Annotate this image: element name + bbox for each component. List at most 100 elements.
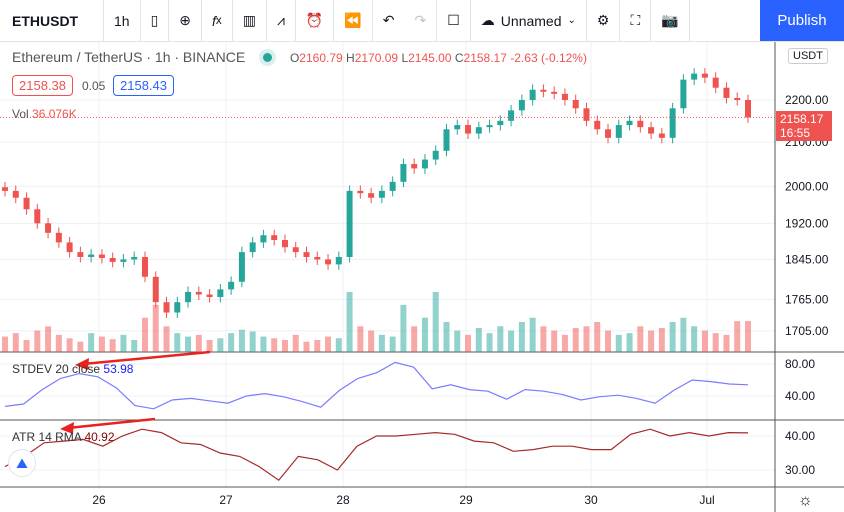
volume-bar — [669, 322, 676, 352]
undo-icon[interactable]: ↶ — [382, 12, 395, 28]
volume-bar — [77, 341, 84, 352]
candle — [561, 93, 568, 100]
publish-button[interactable]: Publish — [760, 0, 844, 41]
candle — [368, 193, 375, 198]
redo-icon[interactable]: ↷ — [405, 0, 438, 41]
price-tick: 1845.00 — [785, 252, 829, 266]
volume-bar — [615, 334, 622, 352]
candle — [648, 127, 655, 134]
tradingview-logo[interactable]: ⛰ — [8, 449, 36, 477]
candle — [55, 232, 62, 243]
spread: 0.05 — [82, 79, 106, 93]
volume-bar — [98, 336, 105, 352]
volume-bar — [55, 334, 62, 352]
time-axis-settings-icon[interactable]: ☼ — [798, 492, 813, 509]
market-status-icon — [263, 53, 273, 62]
fullscreen-icon[interactable]: ⛶ — [620, 0, 652, 41]
chart-canvas[interactable]: 2200.002100.002000.001920.001845.001765.… — [0, 42, 844, 512]
time-tick: 30 — [584, 493, 598, 507]
candle — [432, 150, 439, 160]
candle — [195, 291, 202, 295]
candles-icon[interactable]: ▯ — [141, 0, 170, 41]
layout-icon[interactable]: ☐ — [437, 0, 471, 41]
price-tick: 1705.00 — [785, 324, 829, 338]
add-compare-icon[interactable]: ⊕ — [169, 0, 203, 41]
candle — [152, 276, 159, 303]
volume-bar — [411, 326, 418, 352]
volume-bar — [432, 292, 439, 352]
volume-bar — [368, 330, 375, 352]
candle — [400, 163, 407, 182]
candle — [98, 254, 105, 258]
volume-bar — [292, 334, 299, 352]
candle — [572, 100, 579, 109]
volume-bar — [712, 333, 719, 352]
candle — [23, 197, 30, 210]
candle — [238, 252, 245, 282]
volume-bar — [66, 338, 73, 352]
alert-icon[interactable]: ⏰ — [296, 0, 335, 41]
replay-icon[interactable]: ⏪ — [334, 0, 373, 41]
volume-bar — [314, 340, 321, 352]
annotation-arrow — [82, 350, 211, 366]
layout-name-button[interactable]: ☁ Unnamed ⌄ — [471, 0, 587, 41]
volume-bar — [745, 321, 751, 352]
chevron-down-icon: ⌄ — [567, 15, 576, 26]
stdev-legend[interactable]: STDEV 20 close 53.98 — [12, 362, 134, 376]
candle — [637, 120, 644, 128]
candle — [745, 100, 751, 118]
atr-tick: 40.00 — [785, 429, 815, 443]
volume-bar — [335, 338, 342, 352]
templates-icon[interactable]: ⩘ — [267, 0, 296, 41]
interval-button[interactable]: 1h — [104, 0, 141, 41]
candle — [691, 73, 698, 80]
volume-bar — [357, 326, 364, 352]
volume-bar — [185, 336, 192, 352]
volume-bar — [583, 326, 590, 352]
time-tick: 26 — [92, 493, 106, 507]
candle — [465, 125, 472, 134]
volume-bar — [400, 304, 407, 352]
sell-price[interactable]: 2158.38 — [12, 75, 73, 96]
bar-countdown: 16:55 — [780, 126, 811, 140]
candle — [497, 120, 504, 126]
candle — [109, 257, 116, 262]
candle — [486, 125, 493, 128]
snapshot-icon[interactable]: 📷 — [651, 0, 690, 41]
currency-label[interactable]: USDT — [788, 48, 828, 64]
candle — [271, 235, 278, 241]
volume-bar — [174, 333, 181, 352]
candle — [131, 256, 138, 260]
volume-bar — [120, 334, 127, 352]
symbol-search[interactable]: ETHUSDT — [0, 0, 104, 41]
volume-bar — [378, 334, 385, 352]
candle — [658, 133, 665, 138]
candle — [475, 127, 482, 134]
settings-icon[interactable]: ⚙ — [587, 0, 621, 41]
candle — [141, 256, 148, 277]
stdev-tick: 40.00 — [785, 389, 815, 403]
volume-bar — [540, 326, 547, 352]
volume-bar — [23, 340, 30, 352]
volume-bar — [723, 334, 730, 352]
candle — [411, 163, 418, 169]
buy-price[interactable]: 2158.43 — [113, 75, 174, 96]
time-tick: 29 — [459, 493, 473, 507]
financials-icon[interactable]: ▥ — [233, 0, 267, 41]
candle — [292, 247, 299, 253]
volume-bar — [34, 330, 41, 352]
volume-bar — [346, 292, 353, 352]
candle — [217, 289, 224, 298]
candle — [626, 120, 633, 126]
volume-bar — [2, 336, 8, 352]
candle — [605, 129, 612, 138]
volume-bar — [465, 334, 472, 352]
atr-legend[interactable]: ATR 14 RMA 40.92 — [12, 430, 115, 444]
stdev-tick: 80.00 — [785, 357, 815, 371]
volume-bar — [206, 340, 213, 352]
volume-bar — [249, 331, 256, 352]
last-price: 2158.17 — [780, 112, 824, 126]
candle — [88, 254, 95, 257]
candle — [669, 108, 676, 138]
